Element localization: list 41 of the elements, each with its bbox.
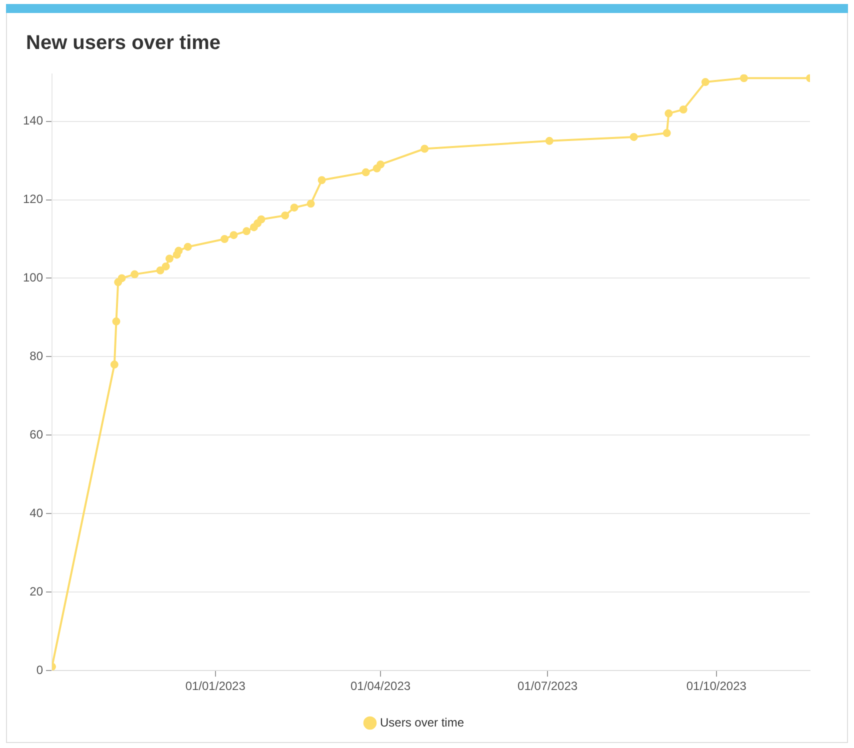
point (740, 74, 748, 82)
x-tick-label: 01/04/2023 (350, 679, 411, 694)
point (130, 270, 139, 278)
x-tick-label: 01/10/2023 (686, 679, 747, 694)
point (701, 78, 710, 86)
y-tick-label: 20 (30, 584, 44, 598)
point (630, 132, 638, 141)
x-tick-label: 01/07/2023 (518, 679, 578, 694)
point (662, 129, 671, 138)
point (162, 262, 170, 270)
point (318, 176, 326, 184)
y-tick-label: 0 (36, 662, 44, 677)
point (545, 136, 554, 145)
point (165, 254, 174, 263)
chart-title: New users over time (26, 32, 221, 55)
y-tick-label: 100 (22, 270, 44, 285)
point (281, 211, 290, 220)
point (290, 204, 298, 212)
legend-label: Users over time (380, 715, 464, 730)
y-tick-label: 140 (22, 114, 44, 128)
point (420, 144, 429, 153)
point (230, 231, 238, 240)
y-tick-label: 40 (30, 506, 44, 520)
x-tick-label: 01/01/2023 (185, 679, 246, 694)
point (220, 234, 229, 243)
point (184, 242, 192, 251)
point (242, 227, 251, 236)
point (664, 109, 673, 118)
y-tick-label: 120 (22, 192, 44, 206)
point (118, 274, 126, 282)
point (306, 200, 315, 208)
point (174, 246, 183, 255)
point (679, 106, 688, 114)
y-tick-label: 80 (30, 349, 44, 364)
point (156, 266, 164, 274)
point (257, 215, 266, 224)
point (110, 360, 118, 369)
point (112, 317, 120, 326)
point (376, 160, 385, 168)
y-tick-label: 60 (30, 427, 44, 442)
point (362, 168, 370, 176)
